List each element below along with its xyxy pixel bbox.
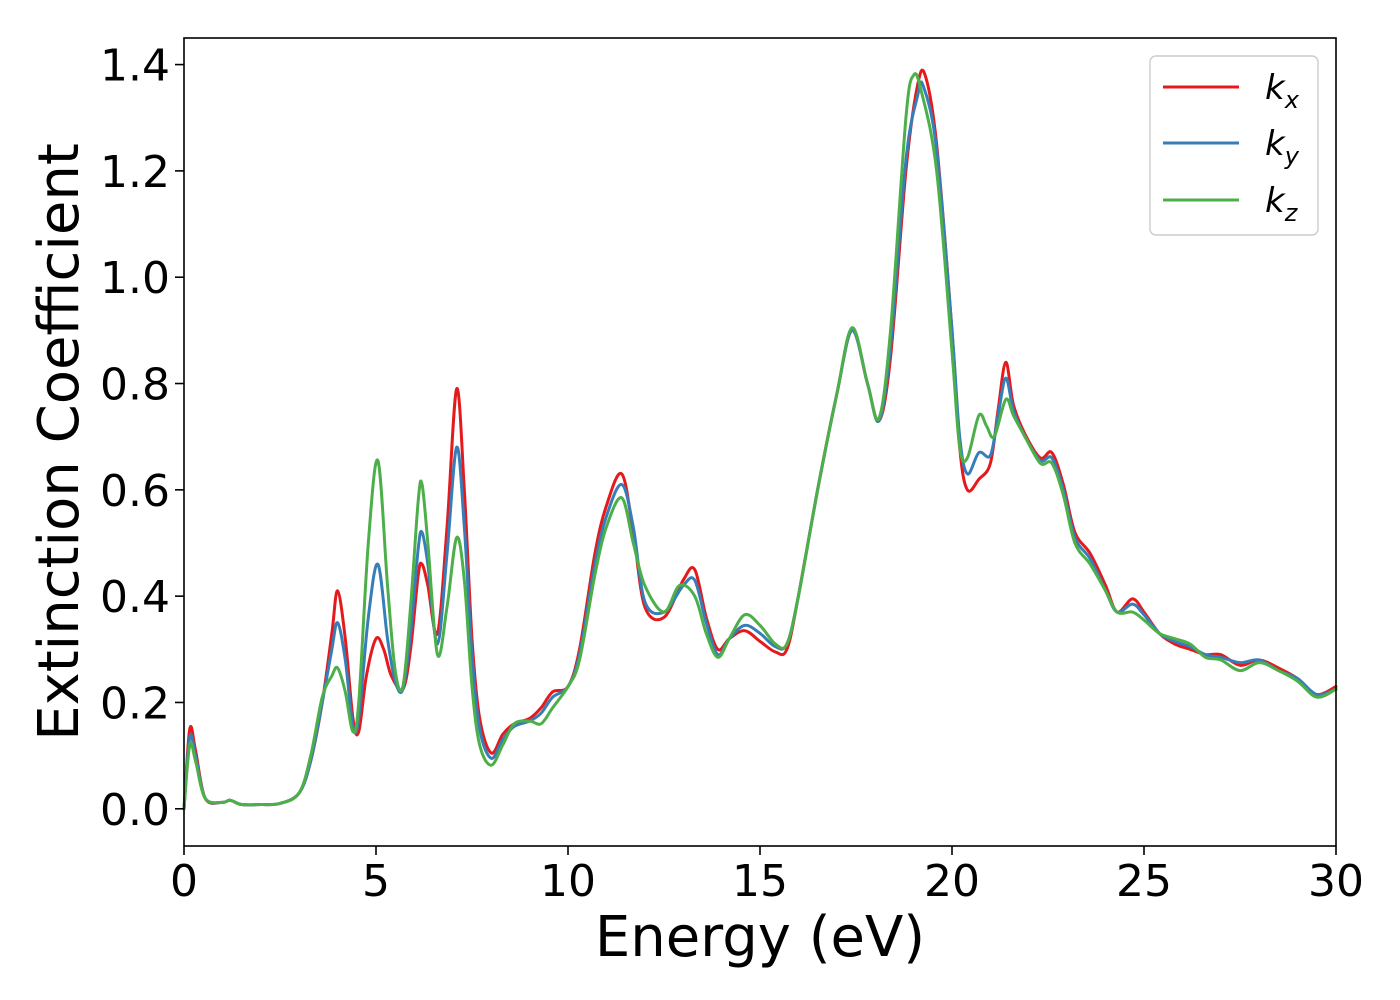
x-axis-ticks: 0 5 10 15 20 25 30 <box>170 846 1364 907</box>
x-tick-label: 5 <box>362 856 390 907</box>
x-axis-label: Energy (eV) <box>595 905 925 970</box>
series-line-z <box>182 72 1338 811</box>
x-tick-label: 30 <box>1308 856 1364 907</box>
y-tick-label: 0.8 <box>100 360 170 411</box>
y-axis-ticks: 0.0 0.2 0.4 0.6 0.8 1.0 1.2 1.4 <box>100 41 184 836</box>
x-tick-label: 10 <box>540 856 596 907</box>
plot-background <box>184 38 1336 846</box>
legend-label-y: ky <box>1265 124 1300 170</box>
y-tick-label: 0.2 <box>100 678 170 729</box>
y-tick-label: 1.0 <box>100 253 170 304</box>
x-tick-label: 15 <box>732 856 788 907</box>
y-tick-label: 0.4 <box>100 572 170 623</box>
x-tick-label: 0 <box>170 856 198 907</box>
x-tick-label: 20 <box>924 856 980 907</box>
y-tick-label: 1.4 <box>100 41 170 92</box>
y-tick-label: 1.2 <box>100 147 170 198</box>
y-tick-label: 0.6 <box>100 466 170 517</box>
series-layer <box>182 68 1338 811</box>
x-tick-label: 25 <box>1116 856 1172 907</box>
y-axis-label: Extinction Coefficient <box>27 143 92 741</box>
legend-box <box>1149 55 1319 236</box>
y-tick-label: 0.0 <box>100 785 170 836</box>
